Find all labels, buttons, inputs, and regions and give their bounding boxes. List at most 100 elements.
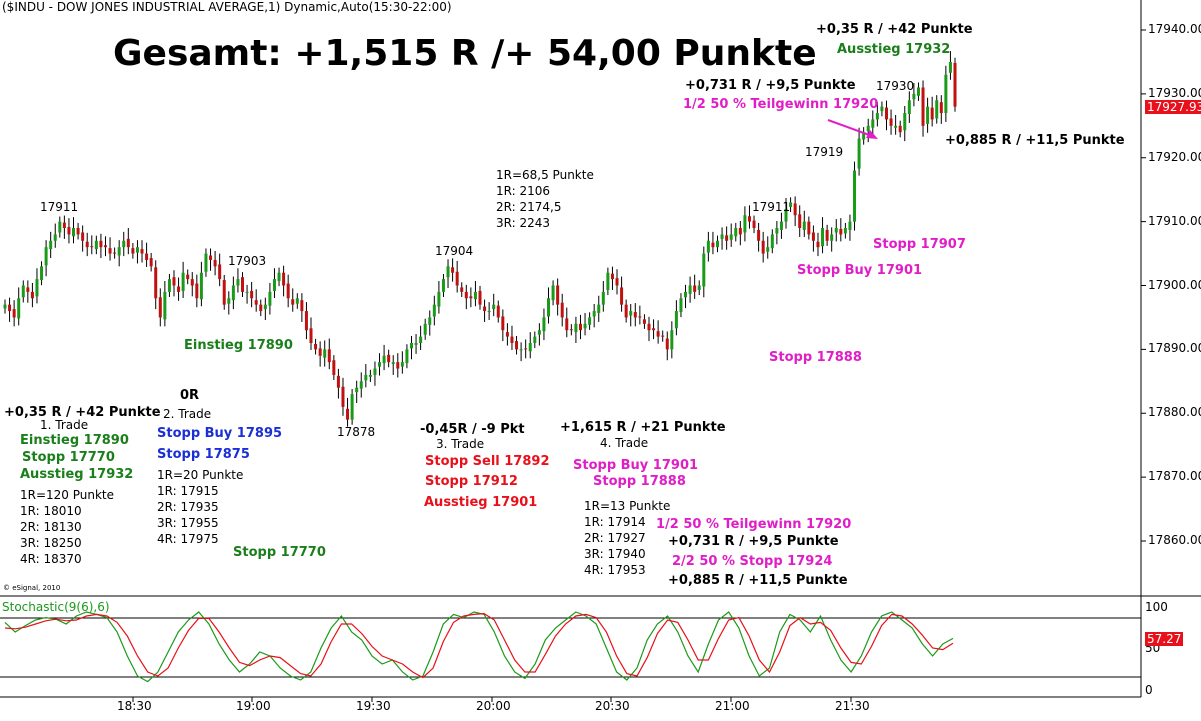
candle-body (81, 232, 85, 241)
candle-body (172, 277, 176, 286)
t3-stop: Stopp 17912 (425, 474, 518, 489)
candle-body (811, 232, 815, 241)
candle-body (702, 253, 706, 287)
candle-body (533, 336, 537, 343)
candle-body (798, 214, 802, 229)
candle-body (99, 240, 103, 248)
candle-body (135, 247, 139, 253)
t1-r: 1R=120 Punkte (20, 488, 115, 502)
candle-body (757, 229, 761, 241)
candle-body (542, 317, 546, 332)
label-17911-b: 17911 (752, 200, 791, 214)
t1-entry: Einstieg 17890 (20, 433, 129, 448)
candle-body (167, 279, 171, 292)
mid-r: 1R=68,5 Punkte (496, 168, 594, 182)
candle-body (177, 286, 181, 292)
time-tick-label: 20:30 (595, 699, 630, 713)
candle-body (670, 330, 674, 350)
candle-body (478, 290, 482, 305)
candle-body (8, 304, 12, 312)
candle-body (414, 342, 418, 345)
price-tick-label: 17890.00 (1148, 341, 1201, 356)
candle-body (501, 316, 505, 331)
price-tick-label: 17940.00 (1148, 22, 1201, 36)
candle-body (679, 298, 683, 313)
candle-body (574, 323, 578, 333)
time-tick-label: 21:30 (835, 699, 870, 713)
candle-body (789, 202, 793, 207)
candle-body (113, 252, 117, 254)
candle-body (332, 360, 336, 375)
candle-body (304, 311, 308, 331)
candle-body (419, 336, 423, 343)
t3-exit: Ausstieg 17901 (424, 495, 538, 510)
candle-body (346, 408, 350, 420)
candle-body (825, 229, 829, 241)
candle-body (94, 240, 98, 250)
candle-body (674, 311, 678, 329)
t2-stop-green: Stopp 17770 (233, 545, 326, 560)
candle-body (930, 107, 934, 120)
candle-body (62, 222, 66, 229)
candle-body (117, 247, 121, 256)
candle-body (254, 300, 258, 305)
candle-body (90, 246, 94, 248)
candle-body (199, 272, 203, 300)
candle-body (537, 330, 541, 335)
candle-body (350, 394, 354, 420)
candle-body (373, 368, 377, 375)
candle-body (400, 362, 404, 367)
candle-body (894, 125, 898, 128)
price-tick-label: 17910.00 (1148, 213, 1201, 228)
candle-body (40, 266, 44, 281)
t1-stop: Stopp 17770 (22, 450, 115, 465)
candle-body (569, 329, 573, 331)
label-top-result: +0,35 R / +42 Punkte (816, 22, 973, 37)
t3-name: 3. Trade (436, 437, 485, 451)
candle-body (505, 332, 509, 337)
chart-title: ($INDU - DOW JONES INDUSTRIAL AVERAGE,1)… (2, 0, 452, 14)
t4-part1-result: +0,731 R / +9,5 Punkte (668, 534, 839, 549)
candle-body (323, 349, 327, 358)
candle-body (939, 102, 943, 114)
candle-body (145, 253, 149, 260)
candle-body (556, 285, 560, 305)
candle-body (935, 100, 939, 119)
candle-body (391, 362, 395, 365)
candle-body (747, 216, 751, 222)
candle-body (327, 349, 331, 363)
candle-body (848, 221, 852, 230)
candle-body (926, 106, 930, 124)
candle-body (944, 74, 948, 114)
candle-body (766, 247, 770, 252)
candle-body (268, 291, 272, 306)
candle-body (547, 298, 551, 317)
candle-body (921, 87, 925, 126)
candle-body (378, 362, 382, 367)
candle-body (880, 106, 884, 112)
candle-body (368, 374, 372, 377)
candle-body (510, 336, 514, 343)
candle-body (770, 234, 774, 249)
t1-name: 1. Trade (40, 418, 89, 432)
candle-body (53, 234, 57, 241)
candle-body (72, 228, 76, 237)
candle-body (565, 318, 569, 331)
label-ausstieg: Ausstieg 17932 (837, 42, 951, 57)
candle-body (163, 291, 167, 320)
candle-body (241, 277, 244, 292)
stoch-tick-100: 100 (1145, 600, 1168, 614)
candle-body (446, 266, 450, 278)
candle-body (76, 228, 80, 235)
candle-body (793, 203, 797, 216)
candle-body (496, 305, 500, 318)
t3-result: -0,45R / -9 Pkt (420, 422, 525, 437)
candle-body (875, 113, 879, 120)
candle-body (656, 331, 660, 337)
candle-body (665, 338, 669, 350)
candle-body (218, 264, 222, 280)
t1-exit: Ausstieg 17932 (20, 467, 134, 482)
candle-body (638, 316, 642, 318)
t4-part1: 1/2 50 % Teilgewinn 17920 (656, 517, 852, 532)
candle-body (807, 221, 811, 235)
